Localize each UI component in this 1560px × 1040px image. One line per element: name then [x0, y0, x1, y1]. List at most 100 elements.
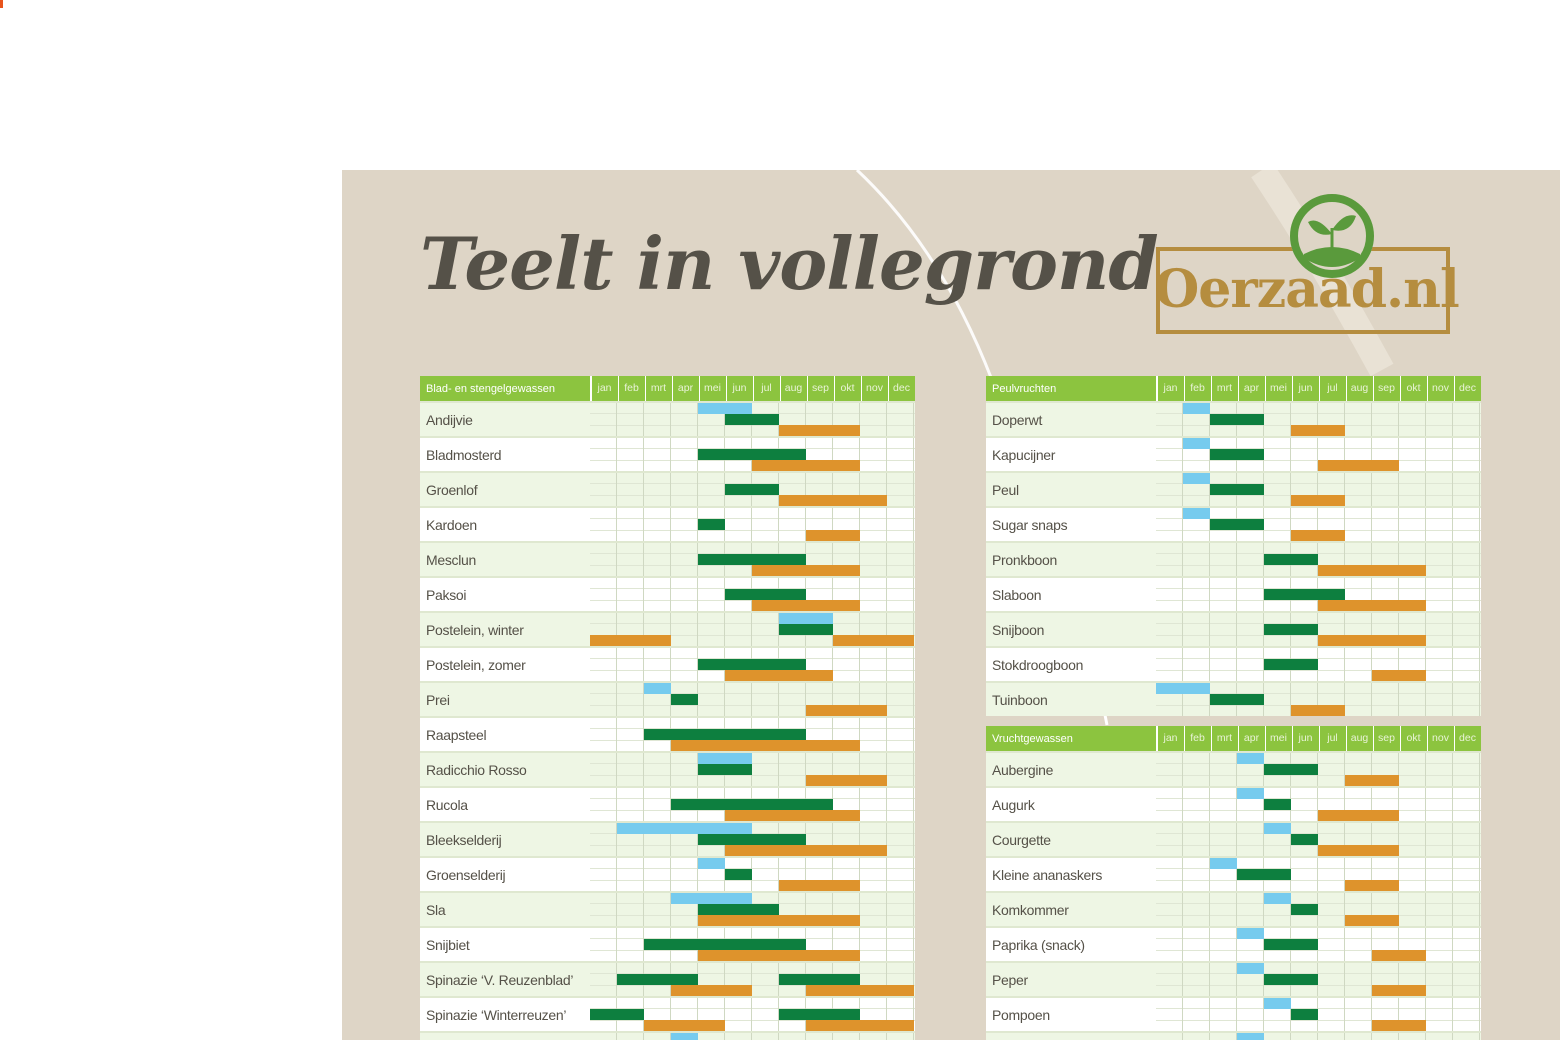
month-header-row: jan feb mrt apr mei jun jul aug sep okt nov dec: [589, 376, 915, 402]
month-label: jun: [1291, 726, 1319, 751]
crop-row: Snijbiet: [420, 926, 915, 962]
harvest-period-bar: [752, 600, 860, 611]
crop-row: Peper: [986, 961, 1481, 997]
calendar-table: Vruchtgewassen jan feb mrt apr mei jun jul aug se…: [986, 726, 1481, 1040]
crop-row: Peul: [986, 471, 1481, 507]
plant-period-bar: [698, 764, 752, 775]
month-cells: [1156, 681, 1481, 716]
month-grid: [1156, 858, 1481, 891]
harvest-period-bar: [1372, 1020, 1426, 1031]
month-cells: [590, 1031, 915, 1040]
month-cells: [590, 611, 915, 647]
month-cells: [590, 716, 915, 752]
crop-name: Kardoen: [420, 506, 590, 542]
harvest-period-bar: [725, 810, 860, 821]
crop-name: Kapucijner: [986, 436, 1156, 472]
crop-row: Pronkboon: [986, 541, 1481, 577]
harvest-period-bar: [806, 705, 887, 716]
month-cells: [590, 576, 915, 612]
month-label: aug: [1345, 376, 1373, 401]
month-header-row: jan feb mrt apr mei jun jul aug sep okt nov dec: [1155, 376, 1481, 402]
plant-period-bar: [779, 1009, 860, 1020]
plant-period-bar: [644, 729, 806, 740]
plant-period-bar: [1291, 834, 1318, 845]
month-cells: [1156, 961, 1481, 997]
crop-row: Bladmosterd: [420, 436, 915, 472]
sow-period-bar: [1183, 473, 1210, 484]
month-grid: [1156, 1033, 1481, 1040]
sow-period-bar: [1237, 963, 1264, 974]
crop-name: Raapsteel: [420, 716, 590, 752]
month-grid: [1156, 893, 1481, 926]
month-cells: [590, 401, 915, 437]
crop-row: Groenlof: [420, 471, 915, 507]
crop-row: Andijvie: [420, 401, 915, 437]
month-label: sep: [1372, 376, 1400, 401]
sow-period-bar: [1237, 788, 1264, 799]
plant-period-bar: [1264, 554, 1318, 565]
plant-period-bar: [1210, 414, 1264, 425]
month-cells: [590, 541, 915, 577]
crop-row: Sugar snaps: [986, 506, 1481, 542]
crop-name: Prei: [420, 681, 590, 717]
plant-period-bar: [1264, 799, 1291, 810]
month-cells: [1156, 506, 1481, 542]
month-label: jul: [1318, 376, 1346, 401]
crop-name: Sugar snaps: [986, 506, 1156, 542]
plant-period-bar: [725, 484, 779, 495]
plant-period-bar: [698, 834, 806, 845]
plant-period-bar: [1264, 974, 1318, 985]
month-cells: [590, 961, 915, 997]
harvest-period-bar: [671, 985, 752, 996]
harvest-period-bar: [1318, 635, 1426, 646]
crop-row: Kapucijner: [986, 436, 1481, 472]
section-blad-en-stengelgewassen: Blad- en stengelgewassen jan feb mrt apr mei j…: [420, 376, 915, 1040]
plant-period-bar: [1264, 624, 1318, 635]
month-cells: [590, 856, 915, 892]
crop-row: Pompoen: [986, 996, 1481, 1032]
month-cells: [1156, 646, 1481, 682]
month-label: nov: [860, 376, 888, 401]
calendar-table: Blad- en stengelgewassen jan feb mrt apr mei j…: [420, 376, 915, 1040]
logo-text: Oerzaad.nl: [1154, 259, 1460, 320]
month-label: apr: [1237, 376, 1265, 401]
month-label: mrt: [1210, 376, 1238, 401]
month-cells: [1156, 786, 1481, 822]
month-cells: [590, 996, 915, 1032]
sow-period-bar: [1264, 893, 1291, 904]
month-label: mrt: [1210, 726, 1238, 751]
month-label: jan: [590, 376, 618, 401]
plant-period-bar: [1291, 904, 1318, 915]
harvest-period-bar: [1318, 600, 1426, 611]
harvest-period-bar: [671, 740, 860, 751]
month-label: dec: [1453, 376, 1481, 401]
month-label: mrt: [644, 376, 672, 401]
sow-period-bar: [644, 683, 671, 694]
month-label: jun: [725, 376, 753, 401]
month-cells: [590, 436, 915, 472]
harvest-period-bar: [698, 915, 860, 926]
harvest-period-bar: [1318, 460, 1399, 471]
month-header-row: jan feb mrt apr mei jun jul aug sep okt nov dec: [1155, 726, 1481, 752]
plant-period-bar: [671, 694, 698, 705]
crop-name: Peul: [986, 471, 1156, 507]
month-label: feb: [1183, 726, 1211, 751]
crop-row: Paprika (snack): [986, 926, 1481, 962]
sow-period-bar: [671, 1033, 698, 1040]
crop-name: Pronkboon: [986, 541, 1156, 577]
month-label: nov: [1426, 726, 1454, 751]
month-label: aug: [1345, 726, 1373, 751]
month-cells: [1156, 821, 1481, 857]
month-grid: [590, 508, 915, 541]
section-peulvruchten: Peulvruchten jan feb mrt apr mei jun jul aug sep o…: [986, 376, 1481, 716]
month-label: mei: [698, 376, 726, 401]
crop-name: Postelein, winter: [420, 611, 590, 647]
harvest-period-bar: [1345, 915, 1399, 926]
sow-period-bar: [1183, 403, 1210, 414]
harvest-period-bar: [779, 495, 887, 506]
crop-name: Bladmosterd: [420, 436, 590, 472]
crop-name: Courgette: [986, 821, 1156, 857]
sow-period-bar: [698, 858, 725, 869]
month-grid: [1156, 998, 1481, 1031]
harvest-period-bar: [590, 635, 671, 646]
